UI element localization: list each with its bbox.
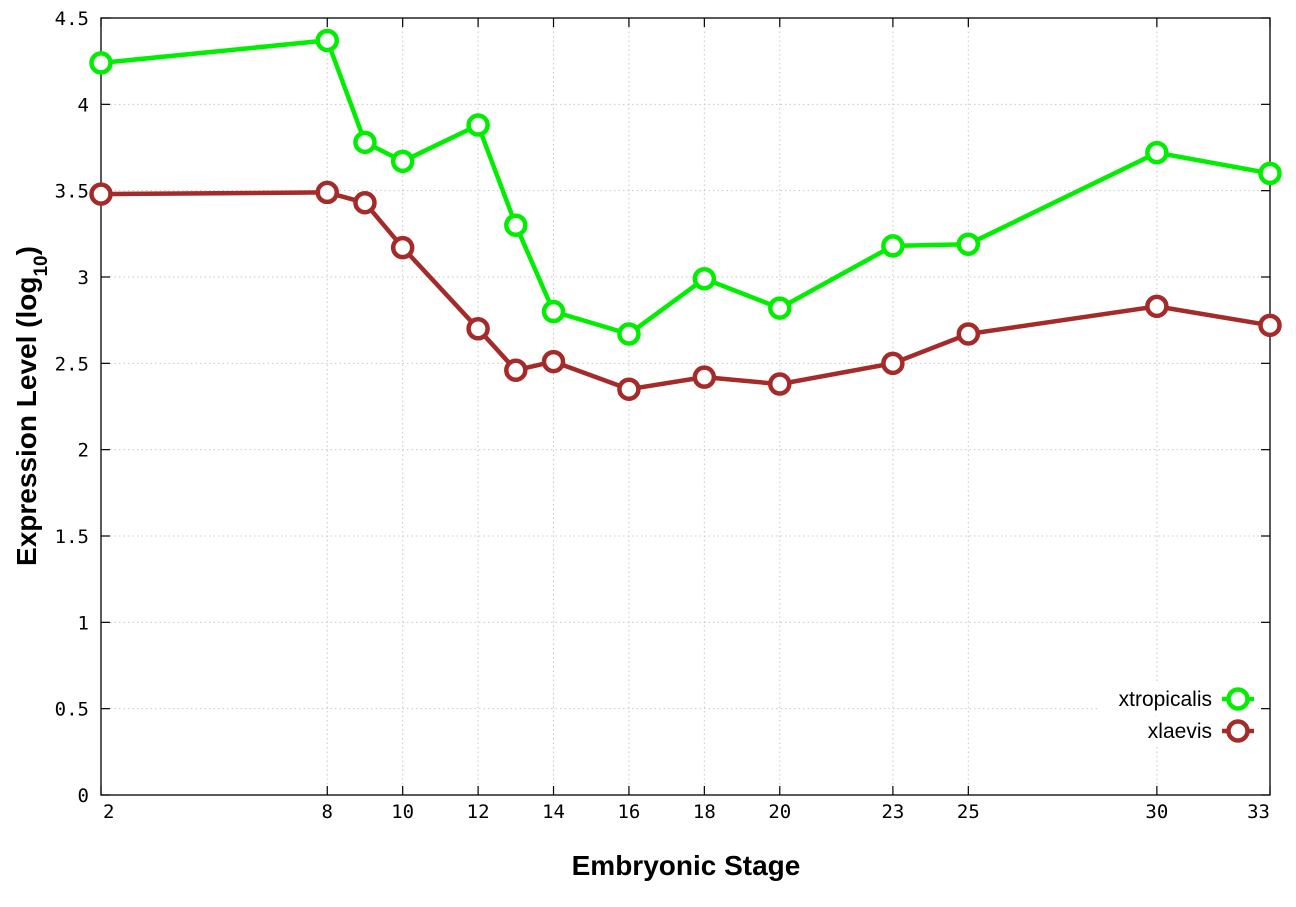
data-point-xtropicalis [881,234,905,258]
y-tick-label: 4 [78,94,89,116]
data-point-xlaevis [390,235,415,260]
data-point-xtropicalis [390,149,415,174]
legend-label-xtropicalis: xtropicalis [1119,688,1212,711]
data-point-xtropicalis [956,232,981,256]
data-point-xlaevis [768,372,792,396]
data-point-xlaevis [1258,313,1282,338]
data-point-xlaevis [1145,294,1169,319]
data-point-xtropicalis [1145,140,1169,165]
y-tick-label: 3 [78,267,89,289]
data-point-xlaevis [315,180,340,205]
y-tick-label: 3.5 [55,181,89,203]
plot-frame [100,17,1271,796]
data-point-xtropicalis [89,51,113,75]
x-tick-label: 14 [542,801,565,823]
series-group [89,28,1282,401]
x-axis-title: Embryonic Stage [572,850,801,881]
data-point-xtropicalis [353,130,377,155]
data-point-xlaevis [504,358,528,382]
y-tick-label: 2.5 [55,353,89,375]
legend-marker-xlaevis [1226,719,1250,743]
grid-lines [101,18,1270,795]
x-tick-label: 33 [1247,801,1270,823]
x-tick-label: 18 [693,801,716,823]
data-point-xlaevis [541,349,566,374]
y-axis-title-close: ) [11,246,42,255]
data-point-xlaevis [466,317,490,341]
data-point-xtropicalis [541,299,566,324]
data-point-xlaevis [89,182,113,206]
series-line-xtropicalis [100,38,1271,337]
x-tick-label: 16 [617,801,640,823]
data-point-xlaevis [881,351,905,376]
y-axis-title: Expression Level (log10) [11,246,52,566]
data-point-xtropicalis [1258,161,1282,186]
x-tick-label: 8 [322,801,333,823]
x-tick-label: 2 [103,801,114,823]
axis-ticks: 0 0.5 1 1.5 2 2.5 3 3.5 4 4.5 2 8 10 12 14 16 18 20 23 25 30… [55,8,1271,823]
y-axis-title-main: Expression Level (log [11,277,42,566]
y-tick-label: 0 [78,785,89,807]
legend-marker-xtropicalis [1226,687,1250,711]
y-axis-title-subscript: 10 [31,255,52,276]
legend: xtropicalis xlaevis [1098,684,1258,746]
y-tick-label: 4.5 [55,8,89,30]
y-tick-label: 1.5 [55,526,89,548]
data-point-xtropicalis [617,322,641,346]
x-tick-label: 20 [768,801,791,823]
data-point-xtropicalis [504,213,528,237]
legend-label-xlaevis: xlaevis [1148,720,1212,743]
y-tick-label: 0.5 [55,699,89,721]
data-point-xtropicalis [692,266,717,291]
x-tick-label: 25 [957,801,980,823]
x-tick-label: 30 [1145,801,1168,823]
data-point-xlaevis [692,365,717,389]
x-tick-label: 12 [467,801,490,823]
data-point-xtropicalis [315,28,340,53]
data-point-xtropicalis [466,113,490,137]
y-tick-label: 2 [78,440,89,462]
x-tick-label: 10 [391,801,414,823]
data-point-xtropicalis [768,296,792,320]
x-tick-label: 23 [881,801,904,823]
data-point-xlaevis [617,377,641,401]
data-point-xlaevis [956,322,981,346]
y-tick-label: 1 [78,612,89,634]
data-point-xlaevis [353,191,377,215]
